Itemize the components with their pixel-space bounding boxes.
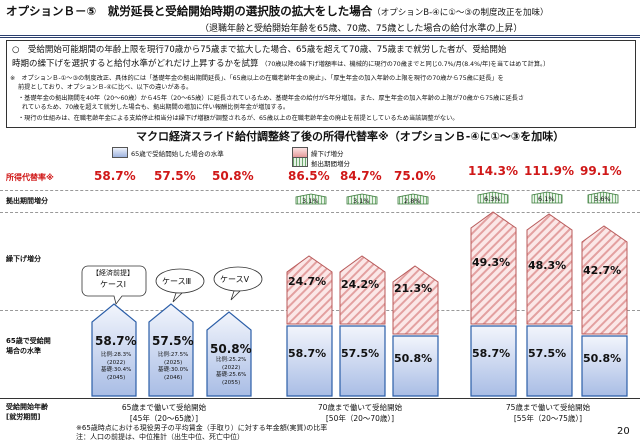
note-1b: 前提としており、オプションＢ-④に比べ、以下の違いがある。 — [18, 84, 193, 91]
row-label-rate: 所得代替率※ — [6, 173, 54, 182]
legend-swatch-contrib — [292, 157, 308, 167]
bar-75-case5 — [581, 225, 628, 397]
contrib-value: 2.8% — [404, 197, 421, 205]
page-title: オプションＢ－⑤ 就労延長と受給開始時期の選択肢の拡大をした場合（オプションB-… — [6, 4, 549, 18]
note-3: ・現行の仕組みは、在職老齢年金による支給停止相当分は繰下げ増額が調整されるが、6… — [18, 115, 459, 122]
bar-detail: 比例:25.2% (2022) 基礎:25.6% (2055) — [216, 357, 247, 386]
bar-70-case5 — [392, 265, 439, 397]
rate-value: 75.0% — [394, 169, 436, 183]
bar-value: 50.8% — [583, 352, 622, 365]
left-label-2: [就労期間] — [6, 413, 41, 421]
contrib-value: 5.6% — [594, 195, 611, 203]
divider — [0, 35, 640, 36]
case-label: ケースⅠ — [100, 280, 126, 289]
description-box — [6, 40, 636, 128]
bar-detail: 比例:27.5% (2025) 基礎:30.0% (2046) — [158, 352, 189, 381]
baseline — [0, 398, 640, 399]
row-label-contrib: 拠出期間増分 — [6, 197, 48, 205]
row-label-defer: 繰下げ増分 — [6, 255, 41, 263]
bar-value: 58.7% — [472, 347, 511, 360]
page-subtitle: （退職年齢と受給開始年齢を65歳、70歳、75歳とした場合の給付水準の上昇） — [200, 24, 523, 34]
defer-value: 49.3% — [472, 256, 511, 269]
group-label-70: 70歳まで働いて受給開始 [50年（20～70歳）] — [317, 403, 403, 423]
case-callouts — [81, 265, 263, 305]
defer-value: 21.3% — [394, 282, 433, 295]
divider — [0, 37, 640, 38]
defer-value: 24.7% — [288, 275, 327, 288]
chart-title: マクロ経済スライド給付調整終了後の所得代替率※（オプションＢ-④に①～③を加味） — [136, 130, 565, 143]
left-label-1: 受給開始年齢 — [6, 403, 48, 411]
row-divider — [0, 212, 640, 213]
bar-70-case1 — [286, 255, 333, 397]
note-1: ※ オプションＢ-①～③の制度改正、具体的には「基礎年金の拠出期間延長」、「65… — [10, 75, 504, 82]
defer-value: 48.3% — [528, 259, 567, 272]
title-note: （オプションB-④に①～③の制度改正を加味） — [372, 8, 549, 18]
bar-65-case5 — [206, 311, 252, 397]
bar-value: 58.7% — [288, 347, 327, 360]
bar-70-case3 — [339, 255, 386, 397]
row-divider — [0, 190, 640, 191]
rate-value: 114.3% — [468, 164, 518, 178]
contrib-75 — [477, 191, 619, 204]
rate-value: 111.9% — [524, 164, 574, 178]
defer-value: 24.2% — [341, 278, 380, 291]
box-line-2-note: （70歳以降の繰下げ増額率は、機械的に現行の70歳までと同じ0.7%/月(8.4… — [261, 61, 550, 68]
case-label: ケースⅢ — [162, 277, 192, 286]
box-line-1: ○ 受給開始可能期間の年齢上限を現行70歳から75歳まで拡大した場合、65歳を超… — [12, 45, 507, 55]
footnote-2: 注：人口の前提は、中位推計（出生中位、死亡中位） — [76, 433, 244, 441]
contrib-70 — [295, 193, 429, 205]
bar-75-case3 — [526, 213, 573, 397]
case-label: ケースⅤ — [220, 275, 250, 284]
group-label-75: 75歳まで働いて受給開始 [55年（20～75歳）] — [505, 403, 591, 423]
bar-value: 57.5% — [152, 334, 194, 348]
bar-65-case3 — [148, 303, 194, 397]
bar-value: 50.8% — [394, 352, 433, 365]
page-number: 20 — [617, 426, 630, 437]
contrib-value: 6.1% — [538, 195, 555, 203]
bar-value: 58.7% — [95, 334, 137, 348]
contrib-value: 3.1% — [302, 197, 319, 205]
rate-value: 58.7% — [94, 169, 136, 183]
case-note: 【経済前提】 — [92, 269, 134, 277]
rate-value: 50.8% — [212, 169, 254, 183]
legend-contrib: 拠出期間増分 — [311, 160, 350, 168]
box-line-2: 時期の繰下げを選択すると給付水準がどれだけ上昇するかを試算 （70歳以降の繰下げ… — [12, 59, 550, 69]
row-label-base: 65歳で受給開 場合の水準 — [6, 337, 51, 355]
rate-value: 86.5% — [288, 169, 330, 183]
bar-detail: 比例:28.3% (2022) 基礎:30.4% (2045) — [101, 352, 132, 381]
contrib-value: 3.1% — [353, 197, 370, 205]
bar-75-case1 — [470, 211, 517, 397]
rate-value: 84.7% — [340, 169, 382, 183]
defer-value: 42.7% — [583, 264, 622, 277]
contrib-value: 6.3% — [484, 195, 501, 203]
note-2: ・基礎年金の拠出期間を40年（20～60歳）から45年（20～65歳）に延長され… — [18, 95, 525, 102]
bar-65-case1 — [91, 303, 137, 397]
rate-value: 99.1% — [580, 164, 622, 178]
note-2b: れているため、70歳を超えて就労した場合も、拠出期間の増加に伴い報酬比例年金が増… — [22, 104, 290, 111]
legend-defer: 繰下げ増分 — [311, 150, 344, 158]
rate-value: 57.5% — [154, 169, 196, 183]
footnote-1: ※65歳時点における現役男子の平均賃金（手取り）に対する年金額(実質)の比率 — [76, 424, 328, 432]
bar-value: 57.5% — [528, 347, 567, 360]
bar-value: 57.5% — [341, 347, 380, 360]
group-label-65: 65歳まで働いて受給開始 [45年（20～65歳）] — [121, 403, 207, 423]
legend-base: 65歳で受給開始した場合の水準 — [131, 150, 224, 158]
bar-value: 50.8% — [210, 342, 252, 356]
legend-swatch-base — [112, 147, 128, 158]
